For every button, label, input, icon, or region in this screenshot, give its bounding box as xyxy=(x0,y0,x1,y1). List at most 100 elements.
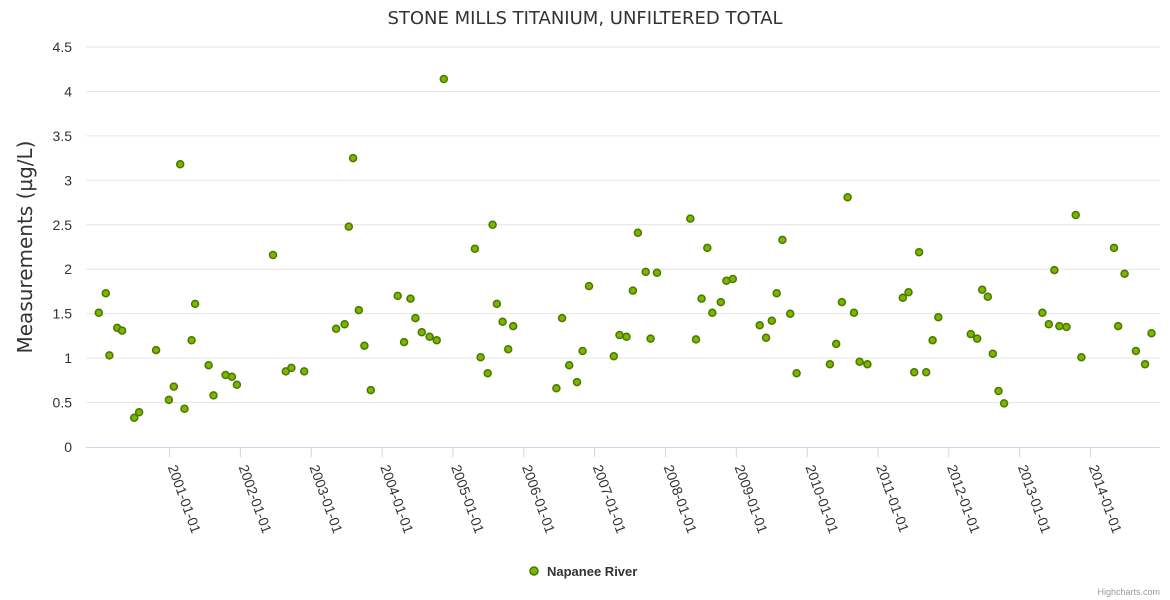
data-point[interactable] xyxy=(117,326,127,335)
data-point[interactable] xyxy=(849,308,859,318)
data-point[interactable] xyxy=(1120,269,1129,278)
data-point[interactable] xyxy=(966,329,976,339)
data-point[interactable] xyxy=(977,285,987,294)
data-point[interactable] xyxy=(557,313,567,323)
data-point[interactable] xyxy=(646,334,655,343)
data-point[interactable] xyxy=(691,335,701,344)
data-point[interactable] xyxy=(1077,352,1086,362)
legend-item-napanee-river[interactable]: Napanee River xyxy=(547,564,637,579)
data-point[interactable] xyxy=(439,74,449,84)
data-point[interactable] xyxy=(417,328,427,337)
data-point[interactable] xyxy=(432,336,441,345)
data-point[interactable] xyxy=(863,360,872,369)
data-point[interactable] xyxy=(492,299,502,309)
data-point[interactable] xyxy=(470,244,480,254)
data-point[interactable] xyxy=(928,336,937,345)
data-point[interactable] xyxy=(716,297,726,307)
data-point[interactable] xyxy=(584,281,594,291)
data-point[interactable] xyxy=(697,294,706,303)
data-point[interactable] xyxy=(187,336,196,345)
data-point[interactable] xyxy=(1147,328,1156,338)
data-point[interactable] xyxy=(1131,346,1141,356)
data-point[interactable] xyxy=(728,274,738,284)
data-point[interactable] xyxy=(855,357,864,366)
data-point[interactable] xyxy=(164,395,174,405)
data-point[interactable] xyxy=(508,321,518,331)
data-point[interactable] xyxy=(988,349,998,358)
data-point[interactable] xyxy=(488,220,497,230)
data-point[interactable] xyxy=(552,384,561,393)
data-point[interactable] xyxy=(843,192,852,202)
data-point[interactable] xyxy=(348,153,358,163)
data-point[interactable] xyxy=(331,324,341,334)
data-point[interactable] xyxy=(767,316,777,326)
data-point[interactable] xyxy=(169,382,179,391)
data-point[interactable] xyxy=(831,339,841,349)
data-point[interactable] xyxy=(934,312,943,322)
data-point[interactable] xyxy=(476,352,485,362)
data-point[interactable] xyxy=(1140,360,1150,369)
data-point[interactable] xyxy=(129,413,139,422)
data-point[interactable] xyxy=(1055,321,1064,331)
data-point[interactable] xyxy=(914,248,924,257)
data-point[interactable] xyxy=(633,228,643,238)
data-point[interactable] xyxy=(983,292,993,302)
data-point[interactable] xyxy=(483,368,492,378)
data-point[interactable] xyxy=(503,344,513,354)
data-point[interactable] xyxy=(1062,322,1071,332)
data-point[interactable] xyxy=(498,317,507,326)
data-point[interactable] xyxy=(287,363,296,373)
data-point[interactable] xyxy=(778,235,787,245)
legend[interactable]: Napanee River xyxy=(529,564,637,579)
data-point[interactable] xyxy=(406,294,415,303)
data-point[interactable] xyxy=(340,320,349,329)
data-point[interactable] xyxy=(761,333,771,342)
data-point[interactable] xyxy=(703,243,712,253)
data-point[interactable] xyxy=(94,308,104,318)
data-point[interactable] xyxy=(652,268,662,278)
data-point[interactable] xyxy=(994,386,1003,396)
data-point[interactable] xyxy=(204,360,213,370)
data-point[interactable] xyxy=(641,267,650,277)
data-point[interactable] xyxy=(411,313,420,323)
data-point[interactable] xyxy=(425,332,434,342)
data-point[interactable] xyxy=(564,360,574,370)
data-point[interactable] xyxy=(354,305,364,315)
data-point[interactable] xyxy=(708,308,717,318)
data-point[interactable] xyxy=(1050,265,1059,275)
data-point[interactable] xyxy=(299,367,309,376)
data-point[interactable] xyxy=(101,288,111,298)
data-point[interactable] xyxy=(190,299,200,309)
data-point[interactable] xyxy=(792,368,801,378)
data-point[interactable] xyxy=(366,385,376,395)
data-point[interactable] xyxy=(904,288,913,297)
data-point[interactable] xyxy=(578,346,587,356)
data-point[interactable] xyxy=(615,330,624,340)
data-point[interactable] xyxy=(898,293,908,302)
data-point[interactable] xyxy=(1109,243,1119,253)
data-point[interactable] xyxy=(972,334,982,343)
data-point[interactable] xyxy=(268,250,278,260)
data-point[interactable] xyxy=(772,288,781,298)
data-point[interactable] xyxy=(825,360,835,369)
data-point[interactable] xyxy=(399,337,409,347)
data-point[interactable] xyxy=(209,391,218,400)
data-point[interactable] xyxy=(785,309,795,318)
data-point[interactable] xyxy=(609,352,619,361)
data-point[interactable] xyxy=(909,368,919,377)
data-point[interactable] xyxy=(622,332,631,342)
data-point[interactable] xyxy=(344,222,354,231)
data-point[interactable] xyxy=(1044,320,1054,329)
data-point[interactable] xyxy=(360,341,369,350)
data-point[interactable] xyxy=(180,404,189,414)
data-point[interactable] xyxy=(921,368,931,377)
data-point[interactable] xyxy=(151,345,161,355)
data-point[interactable] xyxy=(755,320,764,330)
data-point[interactable] xyxy=(572,377,582,387)
data-point[interactable] xyxy=(105,351,114,360)
data-point[interactable] xyxy=(837,297,847,307)
credits-link[interactable]: Highcharts.com xyxy=(1097,587,1160,597)
data-point[interactable] xyxy=(686,214,695,223)
data-point[interactable] xyxy=(999,399,1009,408)
data-point[interactable] xyxy=(1071,210,1080,220)
